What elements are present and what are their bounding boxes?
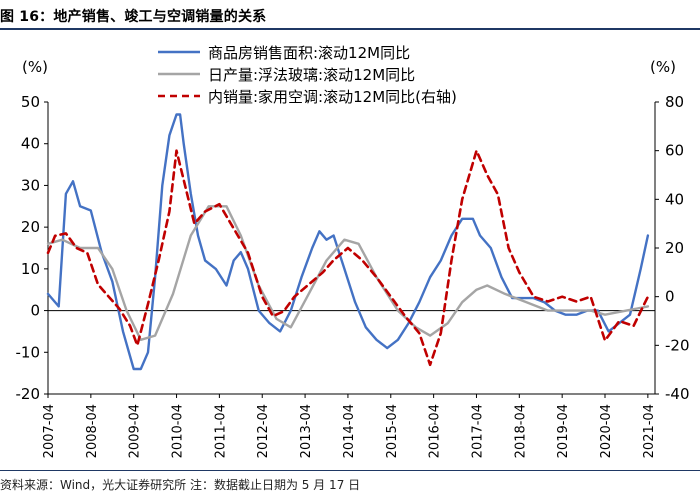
right-tick-label: 60 <box>665 142 684 160</box>
x-tick-label: 2007-04 <box>42 404 57 458</box>
x-tick-label: 2016-04 <box>428 404 443 458</box>
left-tick-label: 0 <box>30 302 40 320</box>
series-line-2 <box>46 149 650 367</box>
legend-label-0: 商品房销售面积:滚动12M同比 <box>208 44 410 62</box>
axes: 50 40 30 20 10 0 -10 -20 80 60 40 20 0 -20 -40 (%) (%) 20… <box>16 58 690 458</box>
right-tick-label: 80 <box>665 93 684 111</box>
legend-label-1: 日产量:浮法玻璃:滚动12M同比 <box>208 66 415 84</box>
right-tick-label: 0 <box>665 288 675 306</box>
left-axis-unit: (%) <box>22 58 48 76</box>
series-line-0 <box>46 113 650 371</box>
x-tick-label: 2008-04 <box>85 404 100 458</box>
left-tick-label: -20 <box>16 385 41 403</box>
left-tick-label: -10 <box>16 343 41 361</box>
x-tick-label: 2021-04 <box>642 404 657 458</box>
footer-rule <box>0 470 700 471</box>
x-tick-label: 2019-04 <box>556 404 571 458</box>
left-tick-label: 20 <box>21 218 40 236</box>
left-tick-label: 50 <box>21 93 40 111</box>
title-rule <box>0 28 700 30</box>
x-tick-label: 2012-04 <box>256 404 271 458</box>
x-tick-label: 2011-04 <box>213 404 228 458</box>
right-tick-label: -40 <box>665 385 690 403</box>
series-layer <box>46 113 650 371</box>
right-axis-unit: (%) <box>650 58 676 76</box>
chart-svg: 商品房销售面积:滚动12M同比日产量:浮法玻璃:滚动12M同比内销量:家用空调:… <box>16 44 690 458</box>
right-tick-label: -20 <box>665 336 690 354</box>
left-tick-label: 10 <box>21 260 40 278</box>
left-tick-label: 40 <box>21 135 40 153</box>
x-tick-label: 2015-04 <box>385 404 400 458</box>
legend-label-2: 内销量:家用空调:滚动12M同比(右轴) <box>208 88 457 106</box>
series-line-1 <box>46 205 650 341</box>
x-tick-label: 2013-04 <box>299 404 314 458</box>
right-tick-label: 20 <box>665 239 684 257</box>
x-tick-label: 2009-04 <box>128 404 143 458</box>
x-tick-label: 2014-04 <box>342 404 357 458</box>
x-tick-label: 2010-04 <box>171 404 186 458</box>
x-tick-label: 2018-04 <box>513 404 528 458</box>
x-tick-label: 2017-04 <box>470 404 485 458</box>
source-note: 资料来源：Wind，光大证券研究所 注：数据截止日期为 5 月 17 日 <box>0 478 361 492</box>
figure-title: 图 16：地产销售、竣工与空调销量的关系 <box>0 9 267 25</box>
right-tick-label: 40 <box>665 190 684 208</box>
legend: 商品房销售面积:滚动12M同比日产量:浮法玻璃:滚动12M同比内销量:家用空调:… <box>158 44 457 106</box>
left-tick-label: 30 <box>21 176 40 194</box>
x-tick-label: 2020-04 <box>599 404 614 458</box>
